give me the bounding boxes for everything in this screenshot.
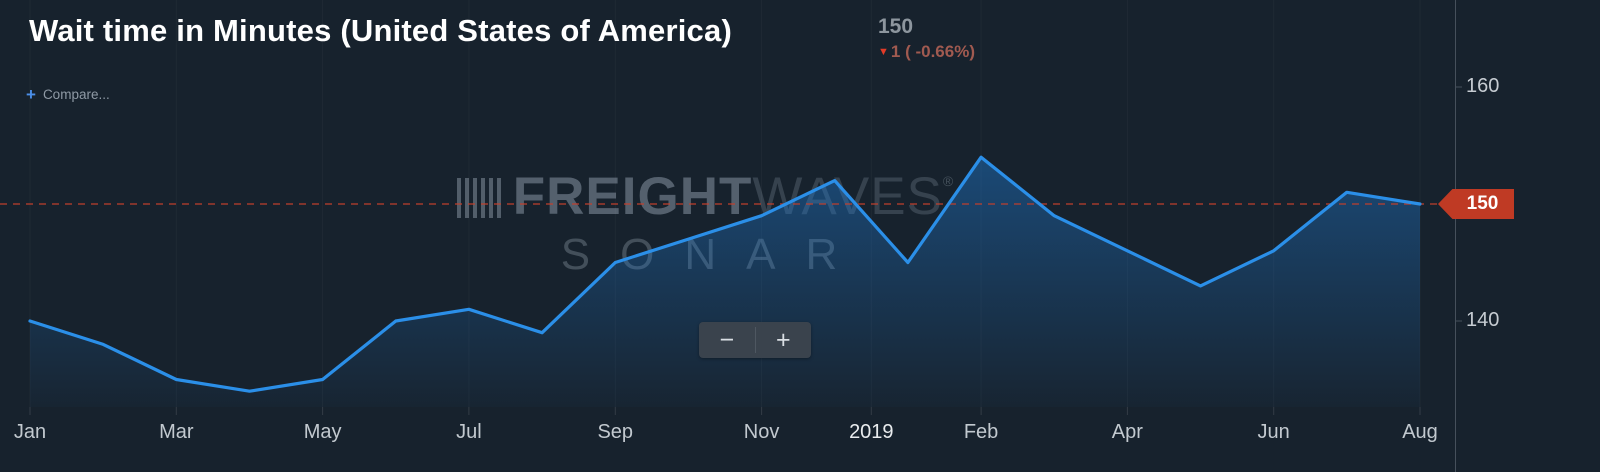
zoom-control: − +	[699, 322, 811, 358]
change-text: 1 ( -0.66%)	[890, 42, 975, 62]
current-value-badge: 150	[1438, 189, 1514, 219]
x-tick-label: Mar	[159, 421, 194, 443]
plus-icon: +	[26, 85, 36, 104]
y-tick-label: 140	[1466, 309, 1500, 331]
x-tick-label: Aug	[1402, 421, 1438, 443]
compare-button[interactable]: + Compare...	[26, 86, 110, 103]
badge-value: 150	[1466, 193, 1499, 214]
x-tick-label: Sep	[597, 421, 634, 443]
chart-title: Wait time in Minutes (United States of A…	[29, 13, 732, 48]
x-tick-label: Feb	[963, 421, 999, 443]
down-arrow-icon: ▼	[878, 46, 889, 59]
latest-value: 150	[878, 15, 914, 38]
latest-value-block: 150 ▼ 1 ( -0.66%)	[878, 15, 975, 62]
x-tick-label: Jun	[1257, 421, 1290, 443]
change-indicator: ▼ 1 ( -0.66%)	[878, 42, 975, 62]
area-fill	[30, 157, 1420, 407]
x-tick-label: Apr	[1111, 421, 1143, 443]
x-tick-label: May	[303, 421, 342, 443]
compare-label: Compare...	[42, 87, 110, 102]
x-tick-label: Jul	[456, 421, 482, 443]
y-tick-label: 160	[1466, 75, 1500, 97]
zoom-in-button[interactable]: +	[756, 322, 812, 358]
series-line	[28, 155, 1422, 393]
x-tick-label: 2019	[849, 421, 894, 443]
y-axis-line	[1455, 0, 1456, 472]
zoom-out-button[interactable]: −	[699, 322, 755, 358]
zoom-divider	[754, 327, 756, 353]
x-tick-label: Nov	[743, 421, 780, 443]
x-tick-label: Jan	[13, 421, 47, 443]
